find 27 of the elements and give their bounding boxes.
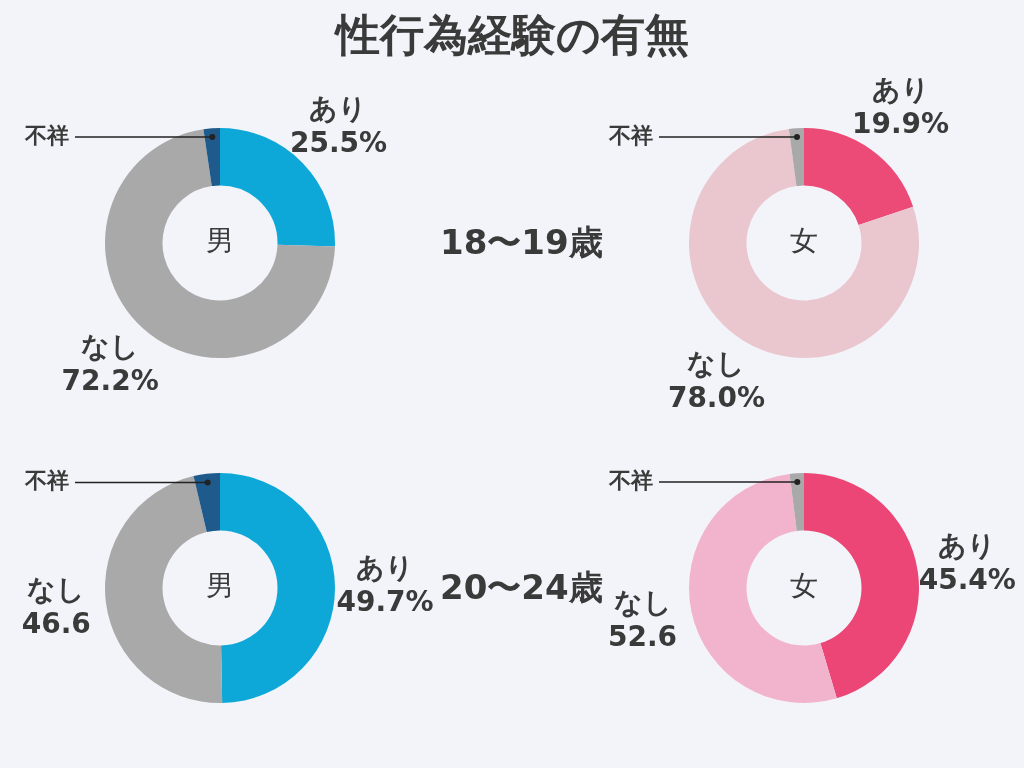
slice-label: あり [871, 72, 930, 106]
slice-label: 不祥 [608, 467, 653, 493]
slice-label: 不祥 [608, 122, 653, 148]
data-label: 49.7% [336, 584, 434, 618]
text: 20〜24歳 [440, 565, 603, 609]
data-label: 25.5% [289, 125, 388, 159]
slice-label: なし [613, 585, 672, 619]
data-label: 78.0% [667, 380, 766, 414]
slice-label: なし [687, 346, 746, 380]
text: 女 [790, 568, 818, 602]
data-label: 72.2% [61, 363, 159, 397]
text: 女 [790, 223, 818, 257]
text: 性行為経験の有無 [333, 8, 690, 62]
slice-label: 不祥 [24, 467, 69, 493]
text: 男 [206, 223, 234, 257]
text: 男 [206, 568, 234, 602]
slice-label: 不祥 [24, 122, 69, 148]
data-label: 45.4% [918, 562, 1016, 596]
slice-label: あり [355, 550, 414, 584]
slice-label: あり [938, 528, 997, 562]
data-label: 52.6 [607, 619, 678, 653]
slice-label: なし [27, 572, 86, 606]
data-label: 46.6 [21, 606, 91, 640]
slice-label: あり [309, 91, 368, 125]
data-label: 19.9% [851, 106, 950, 140]
slice-label: なし [81, 329, 140, 363]
text: 18〜19歳 [440, 220, 603, 264]
